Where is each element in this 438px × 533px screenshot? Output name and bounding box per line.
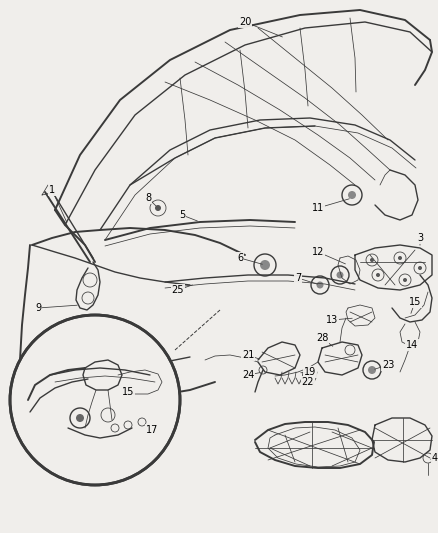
Text: 21: 21 (242, 350, 254, 360)
Text: 12: 12 (312, 247, 324, 257)
Text: 7: 7 (295, 273, 301, 283)
Text: 25: 25 (172, 285, 184, 295)
Text: 13: 13 (326, 315, 338, 325)
Text: 14: 14 (406, 340, 418, 350)
Text: 17: 17 (146, 425, 158, 435)
Circle shape (376, 273, 380, 277)
Text: 28: 28 (316, 333, 328, 343)
Text: 11: 11 (312, 203, 324, 213)
Text: 15: 15 (122, 387, 134, 397)
Circle shape (370, 258, 374, 262)
Circle shape (368, 366, 376, 374)
Text: 6: 6 (237, 253, 243, 263)
Circle shape (10, 315, 180, 485)
Text: 23: 23 (382, 360, 394, 370)
Circle shape (336, 271, 343, 279)
Circle shape (317, 281, 324, 288)
Circle shape (155, 205, 161, 211)
Text: 9: 9 (35, 303, 41, 313)
Text: 1: 1 (49, 185, 55, 195)
Text: 3: 3 (417, 233, 423, 243)
Circle shape (418, 266, 422, 270)
Text: 22: 22 (302, 377, 314, 387)
Circle shape (398, 256, 402, 260)
Text: 15: 15 (409, 297, 421, 307)
Text: 4: 4 (432, 453, 438, 463)
Text: 19: 19 (304, 367, 316, 377)
Text: 24: 24 (242, 370, 254, 380)
Circle shape (260, 260, 270, 270)
Text: 5: 5 (179, 210, 185, 220)
Text: 8: 8 (145, 193, 151, 203)
Circle shape (403, 278, 407, 282)
Circle shape (76, 414, 84, 422)
Text: 20: 20 (239, 17, 251, 27)
Circle shape (348, 191, 356, 199)
